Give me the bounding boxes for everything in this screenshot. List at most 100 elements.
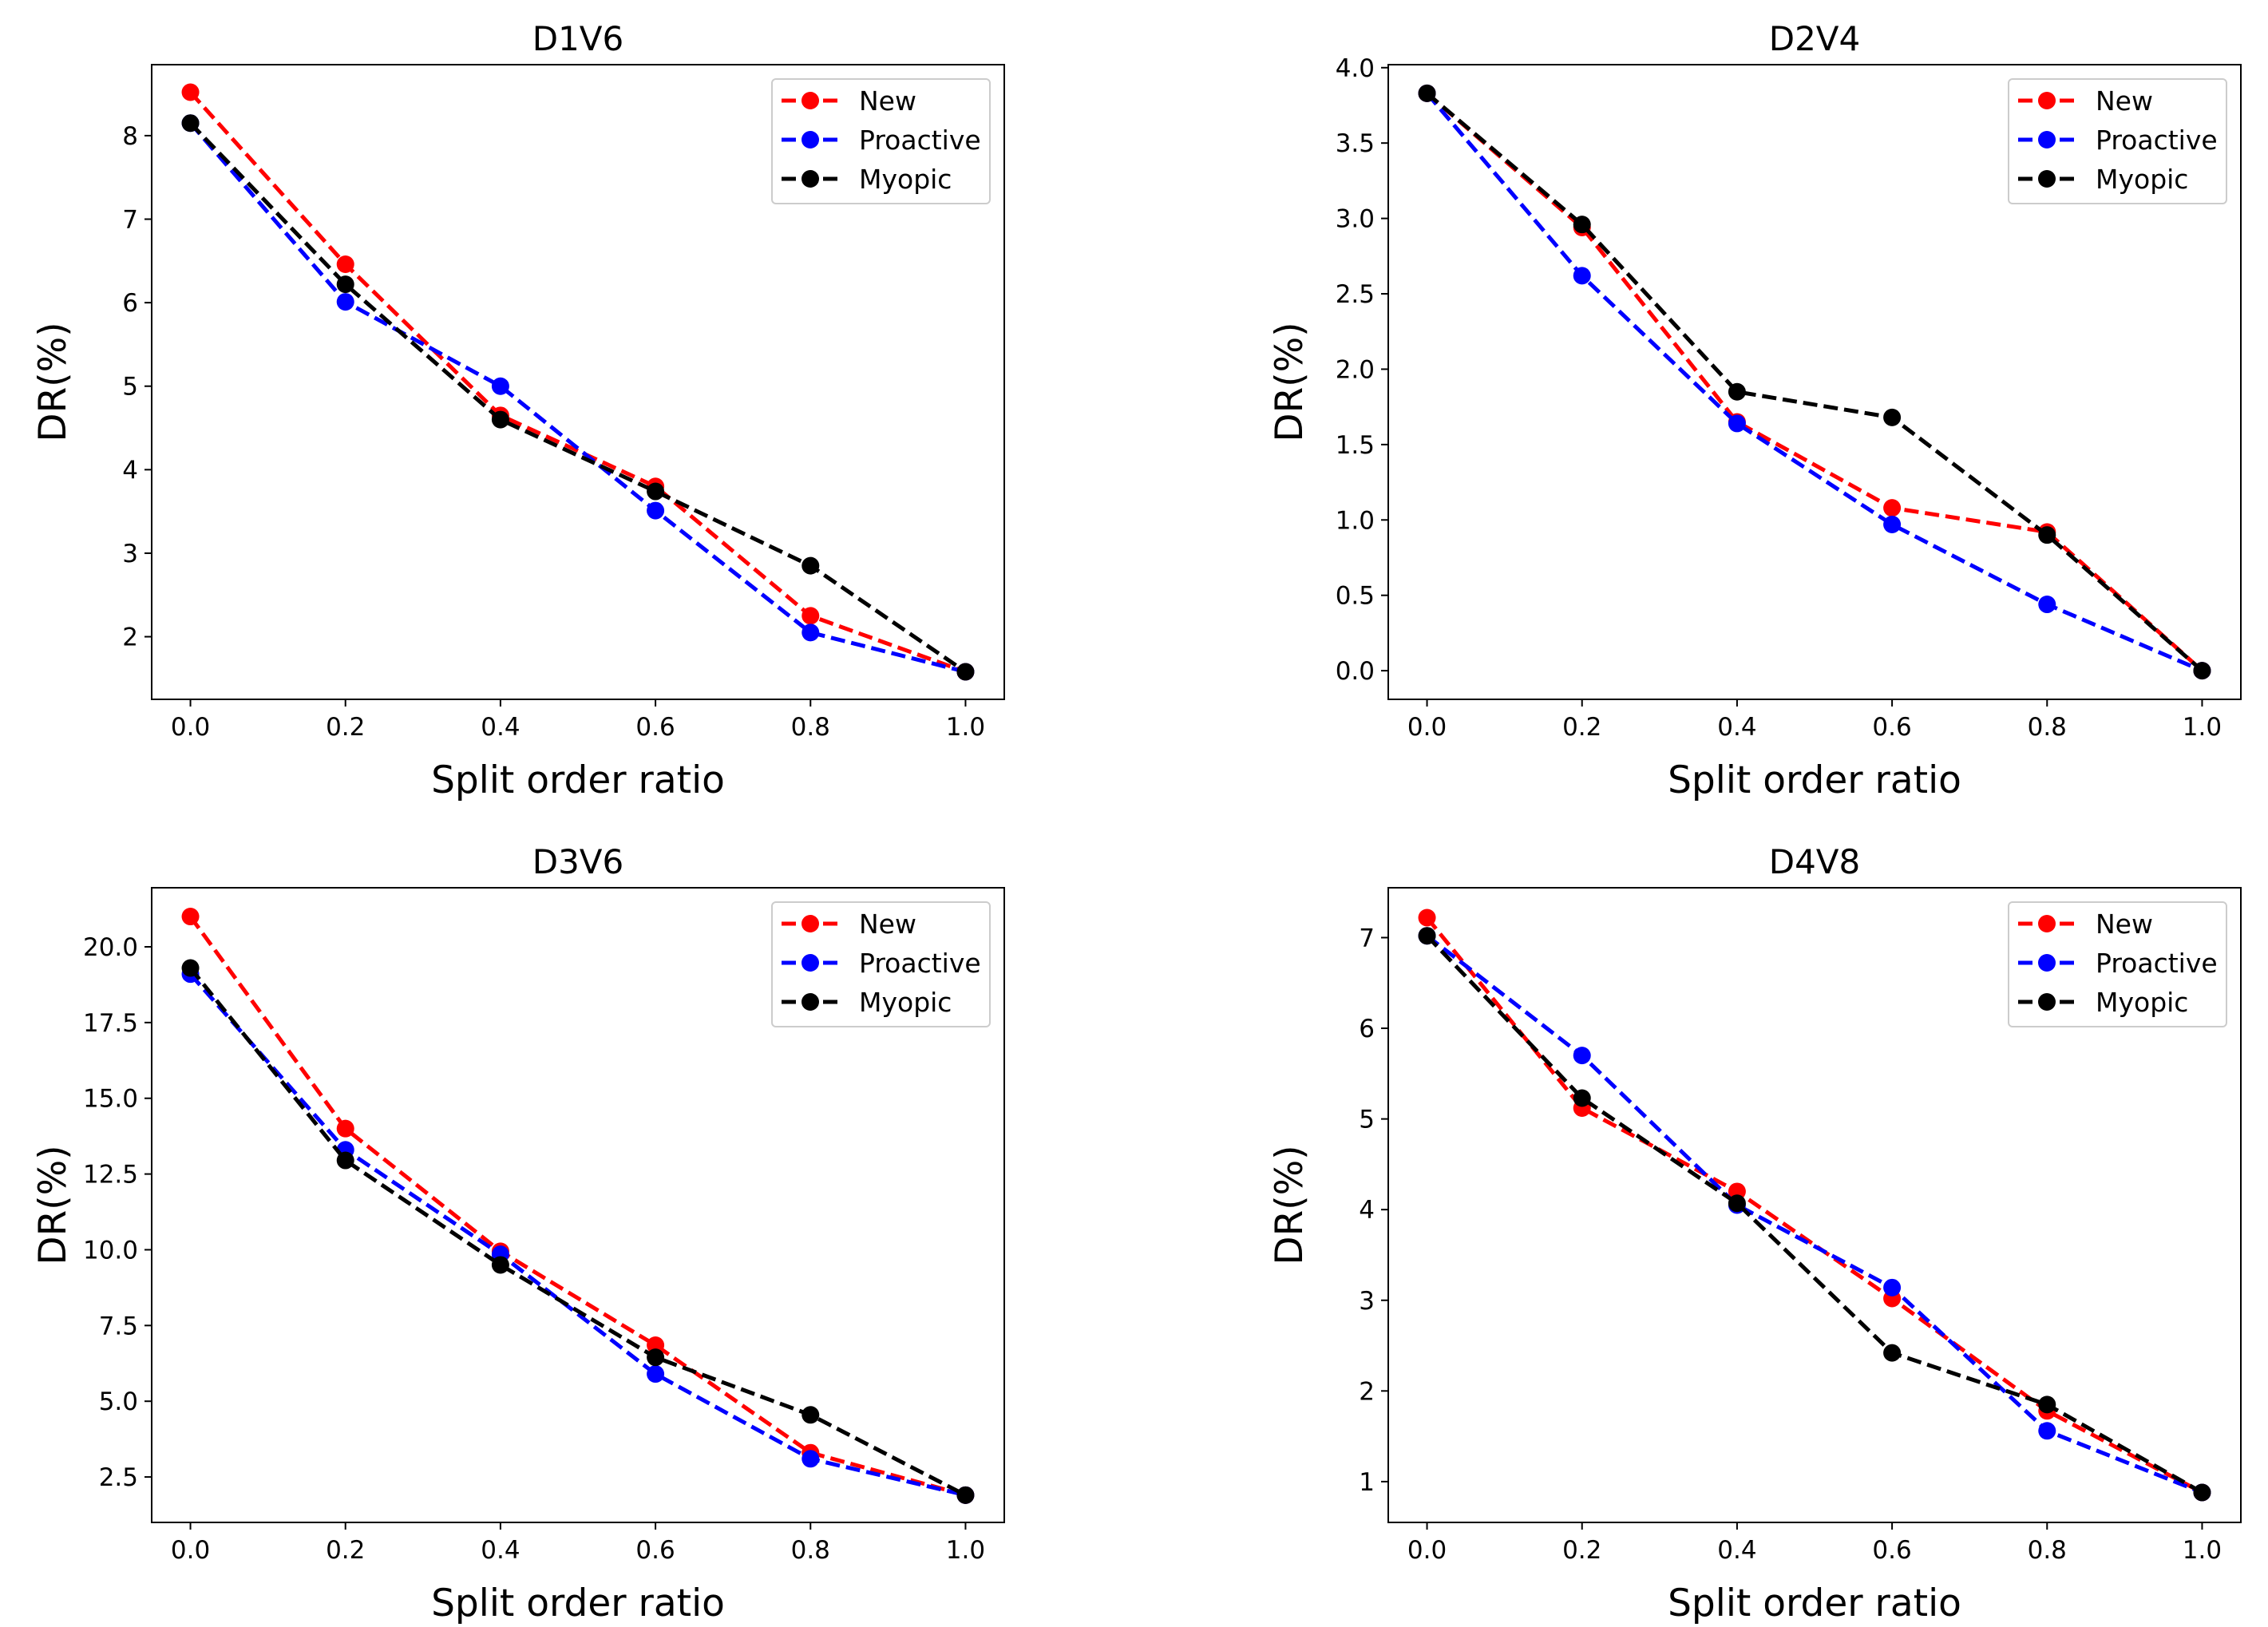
y-tick-label: 3 xyxy=(122,540,138,568)
legend-item-proactive: Proactive xyxy=(782,948,981,979)
data-point-new xyxy=(802,607,820,625)
x-tick-label: 0.0 xyxy=(171,1536,210,1565)
data-point-proactive xyxy=(491,377,509,395)
y-tick-label: 17.5 xyxy=(83,1009,138,1038)
y-tick-label: 1.5 xyxy=(1336,431,1375,460)
data-point-myopic xyxy=(2038,1395,2056,1414)
y-tick-label: 5 xyxy=(122,373,138,402)
y-tick-label: 2 xyxy=(122,623,138,652)
data-point-proactive xyxy=(1883,1278,1902,1296)
series-myopic xyxy=(1418,84,2211,680)
series-myopic xyxy=(181,959,975,1504)
legend-label: Proactive xyxy=(859,948,981,979)
x-tick-label: 0.0 xyxy=(1407,1536,1447,1565)
y-tick-label: 6 xyxy=(122,289,138,318)
data-point-myopic xyxy=(1728,1194,1746,1213)
legend-marker-proactive xyxy=(2038,954,2056,972)
y-axis-label: DR(%) xyxy=(1268,1145,1312,1265)
y-tick-label: 7.5 xyxy=(99,1312,138,1340)
legend-item-new: New xyxy=(782,909,916,940)
x-axis-label: Split order ratio xyxy=(1668,758,1961,802)
series-myopic xyxy=(1418,927,2211,1502)
x-tick-label: 1.0 xyxy=(946,1536,985,1565)
x-tick-label: 1.0 xyxy=(946,713,985,742)
chart-title: D4V8 xyxy=(1769,842,1861,881)
y-tick-label: 10.0 xyxy=(83,1236,138,1265)
legend-marker-myopic xyxy=(802,170,819,188)
x-axis-label: Split order ratio xyxy=(431,758,725,802)
data-point-proactive xyxy=(2038,596,2056,614)
subplot-d3v6: D3V6 0.0 0.2 0.4 0.6 0.8 1.0 2.5 5.0 7.5 10.0 12.5 1… xyxy=(31,842,1005,1625)
data-point-myopic xyxy=(647,482,665,501)
legend-box xyxy=(771,78,991,204)
y-tick-label: 2.5 xyxy=(99,1463,138,1492)
series-line-myopic xyxy=(188,121,967,674)
x-tick-label: 0.8 xyxy=(2028,1536,2067,1565)
data-point-myopic xyxy=(647,1348,665,1367)
data-point-new xyxy=(647,1336,665,1355)
subplot-d2v4: D2V4 0.0 0.2 0.4 0.6 0.8 1.0 0.0 0.5 1.0 1.5 2.0 2.5… xyxy=(1268,19,2242,802)
y-tick-label: 2.0 xyxy=(1336,355,1375,384)
data-point-new xyxy=(181,908,200,926)
series-myopic xyxy=(181,114,975,681)
data-point-new xyxy=(1418,909,1436,927)
legend-marker-new xyxy=(802,915,819,932)
data-point-myopic xyxy=(956,1486,975,1504)
y-tick-label: 6 xyxy=(1359,1015,1375,1043)
y-tick-label: 3 xyxy=(1359,1287,1375,1316)
data-point-new xyxy=(336,1119,354,1138)
series-line-proactive xyxy=(188,121,967,674)
series-line-myopic xyxy=(1425,91,2204,672)
data-point-myopic xyxy=(802,1406,820,1424)
y-tick-label: 20.0 xyxy=(83,933,138,962)
y-tick-label: 3.0 xyxy=(1336,205,1375,234)
legend: New Proactive Myopic xyxy=(771,901,991,1027)
legend-label: New xyxy=(2096,85,2153,117)
data-point-myopic xyxy=(491,410,509,429)
x-tick-label: 0.4 xyxy=(481,713,520,742)
plot-area-frame xyxy=(1387,64,2242,700)
legend-item-new: New xyxy=(782,85,916,117)
series-line-myopic xyxy=(188,967,967,1498)
y-tick-label: 5.0 xyxy=(99,1388,138,1416)
legend-marker-myopic xyxy=(2038,170,2056,188)
legend-box xyxy=(771,901,991,1027)
x-tick-label: 0.2 xyxy=(326,713,365,742)
series-line-new xyxy=(1425,916,2203,1494)
data-point-myopic xyxy=(1573,1089,1591,1107)
y-tick-label: 3.5 xyxy=(1336,129,1375,158)
series-line-proactive xyxy=(188,972,967,1498)
chart-title: D2V4 xyxy=(1769,19,1861,58)
data-point-myopic xyxy=(336,275,354,294)
x-tick-label: 0.4 xyxy=(1717,713,1756,742)
chart-title: D1V6 xyxy=(532,19,624,58)
y-tick-label: 0.0 xyxy=(1336,657,1375,686)
y-tick-label: 12.5 xyxy=(83,1161,138,1190)
data-point-proactive xyxy=(336,293,354,311)
y-tick-label: 1.0 xyxy=(1336,506,1375,535)
data-point-proactive xyxy=(1728,414,1746,433)
legend: New Proactive Myopic xyxy=(771,78,991,204)
plot-area-frame xyxy=(151,887,1005,1523)
data-point-myopic xyxy=(956,663,975,681)
x-tick-label: 0.0 xyxy=(1407,713,1447,742)
legend-label: Myopic xyxy=(859,164,952,195)
legend-box xyxy=(2008,901,2227,1027)
legend-item-new: New xyxy=(2018,909,2153,940)
legend-item-proactive: Proactive xyxy=(2018,125,2218,156)
y-tick-label: 2.5 xyxy=(1336,280,1375,309)
y-tick-label: 2 xyxy=(1359,1377,1375,1406)
legend-marker-myopic xyxy=(2038,993,2056,1011)
x-tick-label: 0.2 xyxy=(326,1536,365,1565)
legend-box xyxy=(2008,78,2227,204)
legend-label: Proactive xyxy=(859,125,981,156)
data-point-proactive xyxy=(1573,1047,1591,1065)
series-line-proactive xyxy=(1425,92,2203,673)
legend-label: New xyxy=(859,85,916,117)
data-point-new xyxy=(1883,499,1902,517)
data-point-myopic xyxy=(1883,408,1902,426)
x-tick-label: 1.0 xyxy=(2183,1536,2222,1565)
data-point-new xyxy=(336,255,354,274)
y-tick-label: 15.0 xyxy=(83,1085,138,1114)
